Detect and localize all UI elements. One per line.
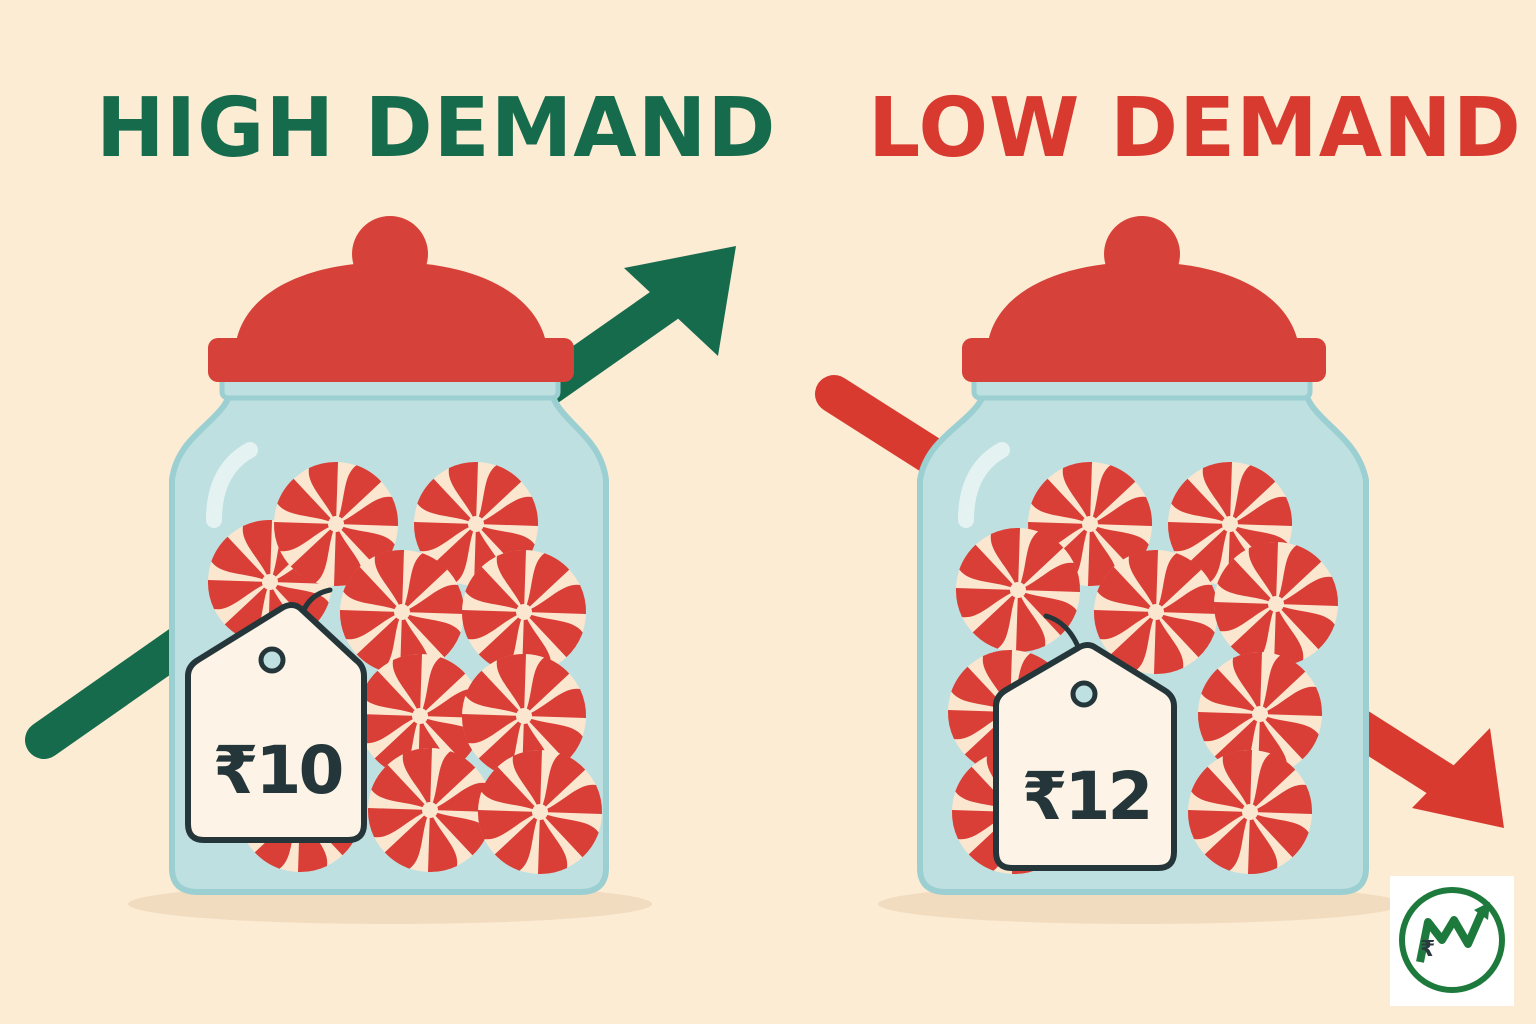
- brand-logo: ₹: [1390, 876, 1514, 1006]
- price-tag-left: [185, 587, 367, 843]
- high-demand-heading: HIGH DEMAND: [96, 81, 777, 176]
- price-tag-right: [993, 613, 1177, 871]
- price-right: ₹12: [1021, 758, 1154, 835]
- low-demand-heading: LOW DEMAND: [868, 81, 1522, 176]
- price-left: ₹10: [212, 732, 345, 809]
- svg-text:₹: ₹: [1420, 937, 1435, 962]
- rupee-growth-logo-icon: ₹: [1399, 887, 1505, 993]
